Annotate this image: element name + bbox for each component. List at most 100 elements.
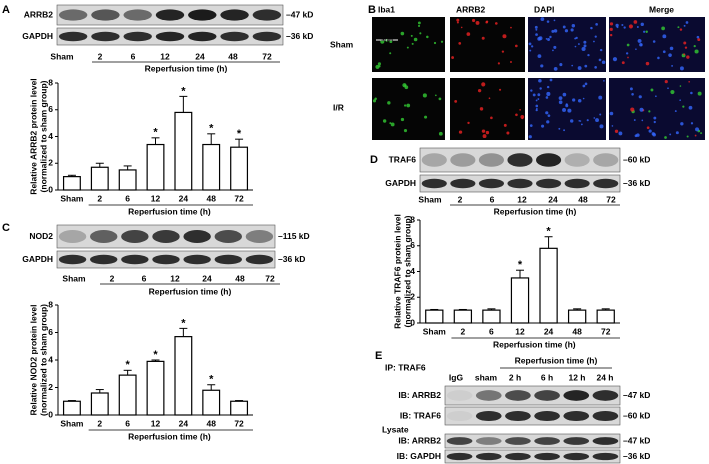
error-bar [458, 308, 467, 311]
lane-label: Sham [50, 51, 74, 61]
x-tick-label: 48 [572, 326, 582, 336]
blot-band [152, 254, 180, 265]
cell-signal [553, 66, 558, 71]
significance: * [181, 317, 186, 329]
cell-signal [633, 119, 636, 122]
cell-signal [583, 44, 587, 48]
bar [230, 400, 249, 416]
column-label: Iba1 [378, 4, 395, 14]
cell-signal [587, 53, 590, 57]
cell-signal [422, 93, 427, 98]
lane-label: 6 h [541, 372, 553, 382]
micrograph [528, 17, 606, 72]
cell-signal [683, 53, 686, 56]
cell-signal [545, 38, 548, 40]
cell-signal [485, 21, 488, 24]
bar [174, 111, 193, 191]
bar [482, 309, 501, 324]
blot-band [123, 31, 152, 42]
blot-band [446, 410, 473, 422]
cell-signal [372, 99, 377, 103]
cell-signal [503, 123, 507, 127]
lane-label: 72 [606, 194, 616, 204]
cell-signal [545, 111, 549, 115]
x-tick-label: 12 [151, 418, 161, 428]
cell-signal [479, 107, 484, 111]
size-label: –60 kD [623, 154, 650, 164]
cell-signal [521, 117, 524, 120]
panel-label: C [2, 222, 10, 234]
blot-band [450, 178, 476, 189]
x-tick-label: 2 [97, 193, 102, 203]
cell-signal [506, 131, 510, 135]
cell-signal [582, 84, 586, 88]
cell-signal [609, 111, 614, 116]
x-tick-label: 24 [179, 193, 189, 203]
cell-signal [611, 125, 614, 127]
x-tick-label: 2 [97, 418, 102, 428]
bar [146, 360, 165, 416]
lane-label: 6 [142, 273, 147, 283]
blot-band [534, 452, 560, 461]
cell-signal [679, 85, 682, 87]
cell-signal [435, 94, 437, 97]
cell-signal [553, 45, 557, 49]
cell-signal [628, 24, 634, 29]
cell-signal [614, 129, 619, 133]
error-bar [235, 400, 244, 402]
cell-signal [456, 21, 459, 24]
cell-signal [577, 43, 580, 45]
blot-band [188, 9, 217, 21]
blot-band [478, 153, 504, 167]
y-tick-label: 2 [410, 292, 415, 302]
cell-signal [565, 104, 569, 108]
x-tick-label: 12 [151, 193, 161, 203]
row-label: IB: ARRB2 [398, 390, 441, 400]
blot-band [252, 9, 282, 21]
y-tick-label: 6 [410, 240, 415, 250]
cell-signal [539, 87, 542, 90]
cell-signal [460, 26, 463, 29]
cell-signal [529, 49, 532, 52]
bar [539, 247, 558, 324]
cell-signal [635, 48, 637, 50]
row-label: GAPDH [22, 31, 53, 41]
error-bar [151, 137, 160, 145]
y-tick-label: 4 [48, 354, 53, 364]
cell-signal [454, 99, 458, 103]
error-bar [430, 308, 439, 311]
cell-signal [646, 126, 650, 130]
error-bar [544, 236, 553, 249]
error-bar [487, 308, 496, 311]
cell-signal [636, 25, 639, 28]
y-tick-label: 8 [48, 299, 53, 309]
cell-signal [535, 28, 538, 31]
cell-signal [403, 129, 408, 133]
row-label: NOD2 [29, 231, 53, 241]
cell-signal [651, 132, 655, 136]
cell-signal [490, 116, 493, 120]
blot-band [592, 410, 619, 422]
bar [90, 166, 109, 191]
error-bar [179, 95, 188, 113]
row-label: GAPDH [385, 178, 416, 188]
cell-signal [627, 56, 629, 59]
cell-signal [694, 49, 699, 54]
y-tick-label: 8 [410, 214, 415, 224]
cell-signal [634, 134, 638, 138]
y-axis-label: (normalized to sham group) [402, 215, 412, 327]
micrograph [609, 17, 705, 72]
cell-signal [599, 113, 602, 116]
cell-signal [564, 29, 569, 33]
panel-label: A [2, 4, 10, 16]
cell-signal [378, 65, 381, 68]
cell-signal [679, 28, 683, 31]
lane-label: 24 [548, 194, 558, 204]
blot-band [563, 410, 590, 422]
cell-signal [645, 30, 648, 33]
cell-signal [599, 48, 603, 52]
bar [118, 374, 137, 416]
blot-band [534, 390, 560, 401]
cell-signal [690, 122, 694, 125]
